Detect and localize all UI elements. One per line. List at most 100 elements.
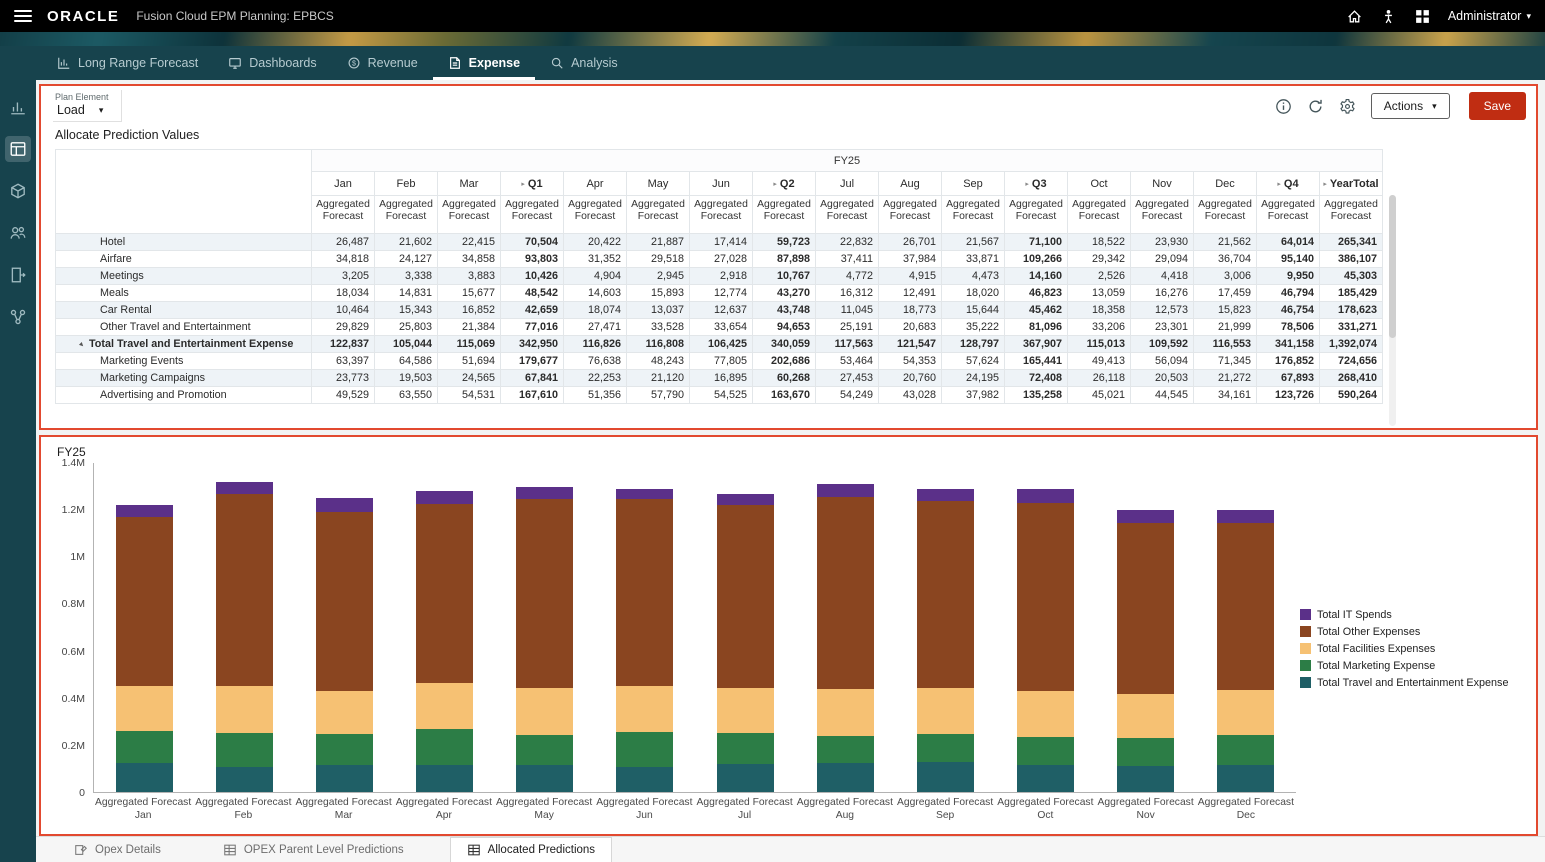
bar-segment-total-facilities-expenses[interactable] bbox=[516, 687, 574, 735]
column-header-yeartotal[interactable]: ▸ YearTotal bbox=[1319, 171, 1383, 196]
cell-meetings-jan[interactable]: 3,205 bbox=[311, 266, 375, 285]
bar-segment-total-marketing-expense[interactable] bbox=[616, 731, 674, 767]
bar-segment-total-marketing-expense[interactable] bbox=[816, 735, 874, 764]
sidebar-item-collaboration[interactable] bbox=[5, 220, 31, 246]
cell-meetings-sep[interactable]: 4,473 bbox=[941, 266, 1005, 285]
bar-segment-total-other-expenses[interactable] bbox=[1217, 522, 1275, 691]
cell-total-travel-and-entertainment-expense-jan[interactable]: 122,837 bbox=[311, 334, 375, 353]
row-label-car-rental[interactable]: Car Rental bbox=[55, 300, 312, 319]
cell-total-travel-and-entertainment-expense-q3[interactable]: 367,907 bbox=[1004, 334, 1068, 353]
cell-airfare-q2[interactable]: 87,898 bbox=[752, 249, 816, 268]
bar-segment-total-facilities-expenses[interactable] bbox=[115, 686, 173, 732]
cell-hotel-q4[interactable]: 64,014 bbox=[1256, 232, 1320, 251]
cell-other-travel-and-entertainment-aug[interactable]: 20,683 bbox=[878, 317, 942, 336]
bar-segment-total-travel-and-entertainment-expense[interactable] bbox=[516, 764, 574, 792]
bar-segment-total-marketing-expense[interactable] bbox=[516, 734, 574, 765]
actions-button[interactable]: Actions ▾ bbox=[1370, 93, 1450, 119]
bar-segment-total-travel-and-entertainment-expense[interactable] bbox=[716, 764, 774, 792]
cell-airfare-nov[interactable]: 29,094 bbox=[1130, 249, 1194, 268]
bar-segment-total-marketing-expense[interactable] bbox=[1017, 736, 1075, 765]
cell-hotel-sep[interactable]: 21,567 bbox=[941, 232, 1005, 251]
cell-total-travel-and-entertainment-expense-feb[interactable]: 105,044 bbox=[374, 334, 438, 353]
tab-opex-details[interactable]: Opex Details bbox=[58, 837, 177, 862]
cell-car-rental-oct[interactable]: 18,358 bbox=[1067, 300, 1131, 319]
cell-advertising-and-promotion-jan[interactable]: 49,529 bbox=[311, 385, 375, 404]
cell-airfare-dec[interactable]: 36,704 bbox=[1193, 249, 1257, 268]
cell-other-travel-and-entertainment-dec[interactable]: 21,999 bbox=[1193, 317, 1257, 336]
cell-other-travel-and-entertainment-jun[interactable]: 33,654 bbox=[689, 317, 753, 336]
column-header-q3[interactable]: ▸ Q3 bbox=[1004, 171, 1068, 196]
refresh-icon[interactable] bbox=[1307, 98, 1324, 115]
cell-total-travel-and-entertainment-expense-dec[interactable]: 116,553 bbox=[1193, 334, 1257, 353]
tab-long-range-forecast[interactable]: Long Range Forecast bbox=[42, 46, 213, 80]
column-header-oct[interactable]: Oct bbox=[1067, 171, 1131, 196]
cell-advertising-and-promotion-apr[interactable]: 51,356 bbox=[563, 385, 627, 404]
legend-item-total-it-spends[interactable]: Total IT Spends bbox=[1300, 609, 1528, 621]
bar-segment-total-travel-and-entertainment-expense[interactable] bbox=[1217, 764, 1275, 792]
bar-segment-total-it-spends[interactable] bbox=[416, 491, 474, 505]
cell-meetings-nov[interactable]: 4,418 bbox=[1130, 266, 1194, 285]
cell-marketing-campaigns-q2[interactable]: 60,268 bbox=[752, 368, 816, 387]
bar-segment-total-facilities-expenses[interactable] bbox=[616, 686, 674, 732]
column-header-dec[interactable]: Dec bbox=[1193, 171, 1257, 196]
row-label-airfare[interactable]: Airfare bbox=[55, 249, 312, 268]
plan-element-selector[interactable]: Plan Element Load ▾ bbox=[53, 90, 122, 122]
cell-marketing-events-jul[interactable]: 53,464 bbox=[815, 351, 879, 370]
column-header-aug[interactable]: Aug bbox=[878, 171, 942, 196]
column-header-q1[interactable]: ▸ Q1 bbox=[500, 171, 564, 196]
cell-car-rental-mar[interactable]: 16,852 bbox=[437, 300, 501, 319]
cell-marketing-campaigns-oct[interactable]: 26,118 bbox=[1067, 368, 1131, 387]
cell-marketing-events-q2[interactable]: 202,686 bbox=[752, 351, 816, 370]
scrollbar-thumb[interactable] bbox=[1389, 195, 1396, 339]
cell-advertising-and-promotion-q1[interactable]: 167,610 bbox=[500, 385, 564, 404]
bar-segment-total-marketing-expense[interactable] bbox=[1117, 737, 1175, 767]
cell-advertising-and-promotion-jul[interactable]: 54,249 bbox=[815, 385, 879, 404]
column-header-mar[interactable]: Mar bbox=[437, 171, 501, 196]
cell-total-travel-and-entertainment-expense-yeartotal[interactable]: 1,392,074 bbox=[1319, 334, 1383, 353]
bar-segment-total-other-expenses[interactable] bbox=[916, 500, 974, 688]
cell-advertising-and-promotion-jun[interactable]: 54,525 bbox=[689, 385, 753, 404]
row-label-marketing-events[interactable]: Marketing Events bbox=[55, 351, 312, 370]
cell-hotel-feb[interactable]: 21,602 bbox=[374, 232, 438, 251]
cell-marketing-events-dec[interactable]: 71,345 bbox=[1193, 351, 1257, 370]
cell-other-travel-and-entertainment-q2[interactable]: 94,653 bbox=[752, 317, 816, 336]
row-label-advertising-and-promotion[interactable]: Advertising and Promotion bbox=[55, 385, 312, 404]
cell-total-travel-and-entertainment-expense-q4[interactable]: 341,158 bbox=[1256, 334, 1320, 353]
cell-marketing-campaigns-may[interactable]: 21,120 bbox=[626, 368, 690, 387]
bar-segment-total-marketing-expense[interactable] bbox=[215, 732, 273, 768]
bar-segment-total-other-expenses[interactable] bbox=[816, 497, 874, 689]
bar-segment-total-it-spends[interactable] bbox=[716, 493, 774, 506]
cell-car-rental-dec[interactable]: 15,823 bbox=[1193, 300, 1257, 319]
cell-meetings-oct[interactable]: 2,526 bbox=[1067, 266, 1131, 285]
accessibility-icon[interactable] bbox=[1380, 8, 1397, 25]
cell-hotel-yeartotal[interactable]: 265,341 bbox=[1319, 232, 1383, 251]
cell-marketing-campaigns-q1[interactable]: 67,841 bbox=[500, 368, 564, 387]
info-icon[interactable] bbox=[1275, 98, 1292, 115]
save-button[interactable]: Save bbox=[1468, 92, 1526, 120]
cell-airfare-sep[interactable]: 33,871 bbox=[941, 249, 1005, 268]
cell-other-travel-and-entertainment-jan[interactable]: 29,829 bbox=[311, 317, 375, 336]
cell-marketing-events-feb[interactable]: 64,586 bbox=[374, 351, 438, 370]
cell-hotel-apr[interactable]: 20,422 bbox=[563, 232, 627, 251]
cell-advertising-and-promotion-q2[interactable]: 163,670 bbox=[752, 385, 816, 404]
legend-item-total-marketing-expense[interactable]: Total Marketing Expense bbox=[1300, 660, 1528, 672]
tab-revenue[interactable]: $ Revenue bbox=[332, 46, 433, 80]
column-header-apr[interactable]: Apr bbox=[563, 171, 627, 196]
table-scrollbar[interactable] bbox=[1389, 195, 1396, 426]
cell-meetings-q4[interactable]: 9,950 bbox=[1256, 266, 1320, 285]
cell-total-travel-and-entertainment-expense-mar[interactable]: 115,069 bbox=[437, 334, 501, 353]
cell-hotel-dec[interactable]: 21,562 bbox=[1193, 232, 1257, 251]
cell-meetings-mar[interactable]: 3,883 bbox=[437, 266, 501, 285]
cell-marketing-campaigns-apr[interactable]: 22,253 bbox=[563, 368, 627, 387]
cell-airfare-may[interactable]: 29,518 bbox=[626, 249, 690, 268]
bar-segment-total-facilities-expenses[interactable] bbox=[716, 687, 774, 733]
cell-car-rental-q1[interactable]: 42,659 bbox=[500, 300, 564, 319]
sidebar-item-approvals[interactable] bbox=[5, 262, 31, 288]
cell-other-travel-and-entertainment-q3[interactable]: 81,096 bbox=[1004, 317, 1068, 336]
user-menu[interactable]: Administrator ▾ bbox=[1448, 9, 1531, 23]
sidebar-item-dimensions[interactable] bbox=[5, 178, 31, 204]
cell-airfare-jul[interactable]: 37,411 bbox=[815, 249, 879, 268]
sidebar-item-workflow[interactable] bbox=[5, 304, 31, 330]
cell-advertising-and-promotion-may[interactable]: 57,790 bbox=[626, 385, 690, 404]
bar-segment-total-travel-and-entertainment-expense[interactable] bbox=[816, 763, 874, 792]
